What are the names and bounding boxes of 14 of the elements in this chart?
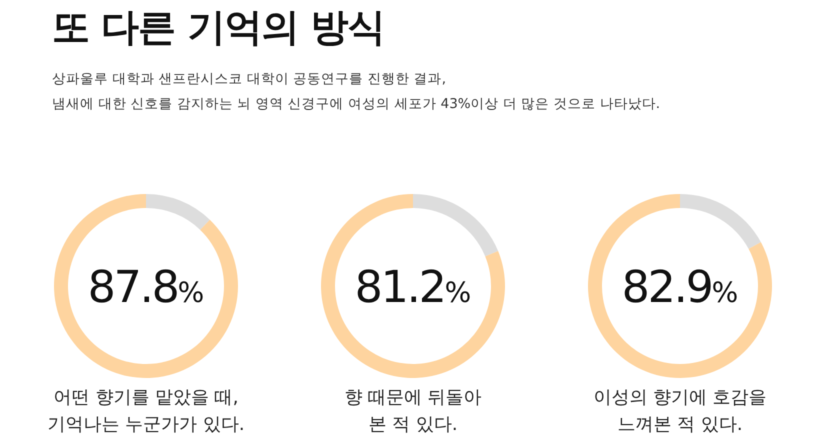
data-label: 82.9% bbox=[622, 262, 738, 313]
text: 상파울루 대학과 샌프란시스코 대학이 공동연구를 진행한 결과, 냄새에 대한 신호를 감지하는 뇌 영역 신경구에 여성의 세포가 43%이상 더 많은 것으로 나타났다. bbox=[52, 70, 662, 114]
data-label: 81.2% bbox=[354, 262, 472, 313]
text: 어떤 향기를 맡았을 때, 기억나는 누군가가 있다. bbox=[46, 386, 246, 437]
text: 또 다른 기억의 방식 bbox=[52, 4, 386, 51]
donut-slice bbox=[54, 194, 238, 378]
data-label: 87.8% bbox=[88, 262, 204, 313]
text: 향 때문에 뒤돌아 본 적 있다. bbox=[343, 386, 483, 437]
donut-slice bbox=[413, 194, 498, 256]
text: 이성의 향기에 호감을 느껴본 적 있다. bbox=[592, 386, 768, 437]
donut-slice bbox=[588, 194, 772, 378]
donut-slice bbox=[680, 194, 761, 249]
donut-slice bbox=[146, 194, 210, 230]
donut-slice bbox=[321, 194, 505, 378]
